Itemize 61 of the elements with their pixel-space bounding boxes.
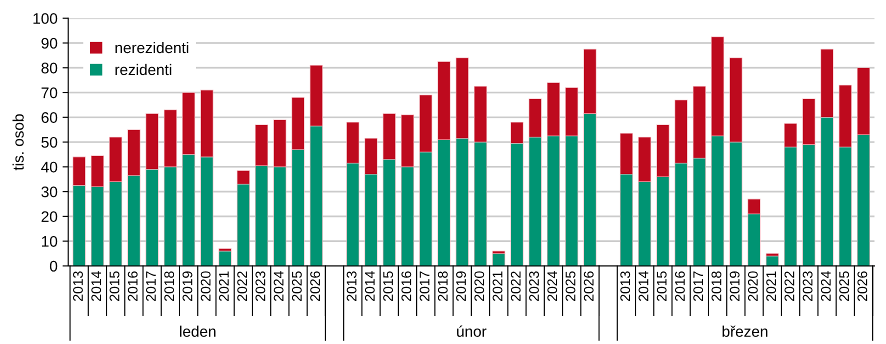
x-tick-label: 2020 [474, 271, 484, 301]
x-tick-label: 2025 [839, 271, 850, 301]
x-tick-label: 2016 [401, 271, 412, 301]
x-tick-label: 2024 [274, 271, 284, 301]
legend-label: nerezidenti [115, 42, 188, 54]
x-tick-label: 2014 [638, 271, 648, 301]
x-tick-label: 2014 [91, 271, 102, 301]
text: leden [180, 326, 216, 337]
y-tick-label: 60 [42, 112, 58, 123]
y-tick-label: 10 [42, 236, 58, 247]
x-tick-label: 2021 [492, 271, 502, 301]
x-tick-label: 2015 [383, 271, 393, 301]
x-tick-label: 2026 [584, 271, 594, 301]
y-tick-label: 70 [42, 87, 58, 98]
x-tick-label: 2024 [820, 271, 831, 301]
x-tick-label: 2019 [730, 271, 740, 301]
x-tick-label: 2019 [182, 271, 192, 301]
x-tick-label: 2013 [73, 271, 83, 301]
x-tick-label: 2015 [110, 271, 120, 301]
text: březen [722, 326, 768, 337]
bar [492, 253, 506, 266]
x-tick-label: 2020 [200, 271, 211, 301]
x-tick-label: 2014 [364, 271, 375, 301]
x-tick-label: 2018 [712, 271, 722, 301]
x-tick-label: 2023 [802, 271, 813, 301]
legend-label: rezidenti [115, 64, 172, 76]
x-tick-label: 2025 [566, 271, 576, 301]
y-axis-title: tis. osob [12, 114, 24, 170]
x-tick-label: 2013 [346, 271, 357, 301]
y-tick-label: 80 [41, 62, 58, 74]
y-tick-label: 0 [50, 260, 58, 272]
x-tick-label: 2021 [218, 271, 229, 301]
x-tick-label: 2022 [510, 271, 521, 301]
y-tick-label: 20 [42, 211, 58, 222]
y-tick-label: 30 [41, 186, 58, 198]
x-tick-label: 2017 [693, 271, 704, 301]
x-tick-label: 2018 [164, 271, 174, 301]
x-tick-label: 2015 [656, 271, 667, 301]
x-tick-label: 2013 [620, 271, 630, 301]
x-tick-label: 2026 [857, 271, 868, 301]
x-tick-label: 2022 [237, 271, 248, 301]
x-tick-label: 2023 [529, 271, 539, 301]
x-tick-label: 2024 [547, 271, 558, 301]
x-tick-label: 2016 [675, 271, 685, 301]
y-tick-label: 90 [42, 38, 58, 49]
x-tick-label: 2017 [420, 271, 430, 301]
x-tick-label: 2021 [766, 271, 776, 301]
x-tick-label: 2016 [128, 271, 138, 301]
x-tick-label: 2019 [456, 271, 466, 301]
x-tick-label: 2022 [784, 271, 794, 301]
y-tick-label: 40 [41, 162, 58, 173]
x-tick-label: 2020 [748, 271, 758, 301]
x-tick-label: 2023 [255, 271, 266, 301]
x-tick-label: 2026 [310, 271, 320, 301]
bar [218, 250, 232, 266]
text: únor [457, 325, 486, 337]
y-tick-label: 100 [33, 13, 58, 24]
x-tick-label: 2017 [146, 271, 156, 301]
x-tick-label: 2025 [292, 271, 302, 301]
x-tick-label: 2018 [438, 271, 448, 301]
y-tick-label: 50 [41, 136, 58, 148]
